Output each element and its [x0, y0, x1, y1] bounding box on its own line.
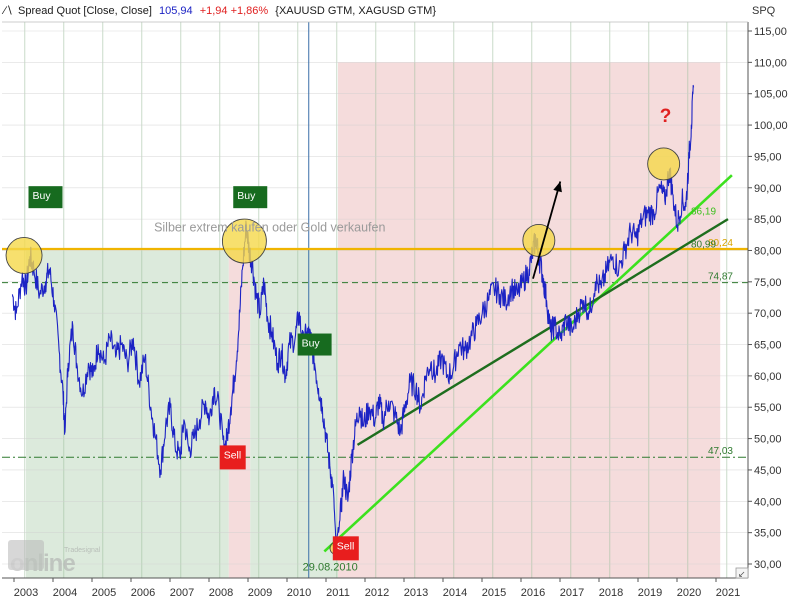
x-tick-label-2012: 2012 [365, 587, 389, 599]
highlight-circle-3 [647, 147, 681, 181]
x-tick-label-2004: 2004 [53, 587, 77, 599]
y-tick-label-50: 50,00 [754, 434, 782, 446]
buy-signal-label-1: Buy [237, 190, 256, 202]
price-change: +1,94 +1,86% [200, 5, 269, 17]
price-line-series-0 [11, 84, 695, 546]
y-tick-label-70: 70,00 [754, 308, 782, 320]
y-tick-label-30: 30,00 [754, 559, 782, 571]
y-tick-label-45: 45,00 [754, 465, 782, 477]
y-tick-label-40: 40,00 [754, 496, 782, 508]
x-tick-label-2016: 2016 [521, 587, 545, 599]
upward-arrow-shaft [532, 181, 562, 279]
question-mark-annotation: ? [660, 106, 672, 127]
y-tick-label-55: 55,00 [754, 402, 782, 414]
y-tick-label-60: 60,00 [754, 371, 782, 383]
y-axis-unit: SPQ [752, 5, 776, 17]
buy-zone-2 [250, 250, 338, 578]
level-label-74,87: 74,87 [708, 272, 733, 283]
sell-signal-box-3 [219, 445, 246, 470]
x-tick-label-2021: 2021 [716, 587, 740, 599]
x-tick-label-2015: 2015 [482, 587, 506, 599]
signal-labels: Buy Buy Buy Sell Sell [28, 186, 359, 561]
x-tick-label-2008: 2008 [209, 587, 233, 599]
buy-signal-label-2: Buy [302, 338, 321, 350]
light-green-trendline [323, 174, 733, 553]
buy-signal-label-0: Buy [33, 190, 52, 202]
tradesignal-watermark: Tradesignal online [8, 540, 101, 577]
sell-zone-1 [228, 250, 251, 578]
y-tick-label-105: 105,00 [754, 89, 788, 101]
chart-title: Spread Quot [Close, Close] 105,94 +1,94 … [18, 5, 436, 17]
signal-zones [26, 62, 721, 578]
line-chart-icon: ∕∖ [1, 5, 13, 17]
grid-lines [2, 22, 748, 578]
y-tick-label-90: 90,00 [754, 183, 782, 195]
y-tick-label-100: 100,00 [754, 120, 788, 132]
x-tick-label-2017: 2017 [560, 587, 584, 599]
last-value: 105,94 [159, 5, 193, 17]
sell-signal-box-4 [332, 536, 359, 561]
x-tick-label-2003: 2003 [14, 587, 38, 599]
sell-signal-label-3: Sell [224, 449, 242, 461]
x-tick-label-2020: 2020 [677, 587, 701, 599]
y-tick-label-35: 35,00 [754, 528, 782, 540]
buy-signal-box-2 [297, 333, 332, 356]
x-tick-label-2011: 2011 [326, 587, 350, 599]
watermark-badge [8, 540, 44, 570]
x-tick-label-2019: 2019 [638, 587, 662, 599]
x-tick-label-2013: 2013 [404, 587, 428, 599]
watermark-brand-main: online [10, 550, 75, 577]
x-tick-label-2010: 2010 [287, 587, 311, 599]
resize-arrow-icon: ↙ [738, 569, 746, 579]
y-tick-label-95: 95,00 [754, 151, 782, 163]
x-tick-label-2007: 2007 [170, 587, 194, 599]
series-name: Spread Quot [Close, Close] [18, 5, 152, 17]
y-tick-label-75: 75,00 [754, 277, 782, 289]
trendline-label-80,99: 80,99 [691, 239, 716, 250]
y-tick-label-80: 80,00 [754, 245, 782, 257]
level-label-80,24: 80,24 [708, 238, 733, 249]
highlight-circle-1 [221, 218, 267, 264]
sell-signal-label-4: Sell [337, 540, 355, 552]
annotations: Silber extrem kaufen oder Gold verkaufen… [154, 106, 671, 573]
highlight-circle-0 [5, 237, 43, 274]
trendline-label-86,19: 86,19 [691, 207, 716, 218]
y-tick-label-110: 110,00 [754, 57, 787, 69]
y-tick-label-115: 115,00 [754, 26, 787, 38]
symbol-list: {XAUUSD GTM, XAGUSD GTM} [275, 5, 436, 17]
buy-signal-box-1 [233, 186, 268, 209]
buy-signal-box-0 [28, 186, 63, 209]
y-tick-label-65: 65,00 [754, 340, 782, 352]
y-tick-label-85: 85,00 [754, 214, 782, 226]
axes: 30,00 35,00 40,00 45,00 50,00 55,00 60,00 65,00… [2, 21, 788, 599]
x-tick-label-2009: 2009 [248, 587, 272, 599]
scroll-corner [735, 567, 749, 579]
note-annotation: Silber extrem kaufen oder Gold verkaufen [154, 221, 385, 235]
watermark-brand-top: Tradesignal [64, 547, 101, 554]
date-annotation: 29.08.2010 [303, 561, 358, 573]
sell-zone-3 [338, 62, 721, 578]
highlight-circle-2 [522, 223, 556, 257]
buy-zone-0 [26, 250, 229, 578]
x-tick-label-2006: 2006 [131, 587, 155, 599]
level-label-47,03: 47,03 [708, 446, 733, 457]
chart-header: ∕∖ Spread Quot [Close, Close] 105,94 +1,… [1, 5, 436, 17]
x-tick-label-2018: 2018 [599, 587, 623, 599]
upward-arrow-head [553, 181, 562, 193]
x-tick-label-2005: 2005 [92, 587, 116, 599]
x-tick-label-2014: 2014 [443, 587, 467, 599]
price-series [11, 84, 695, 546]
highlight-circles [5, 147, 681, 555]
